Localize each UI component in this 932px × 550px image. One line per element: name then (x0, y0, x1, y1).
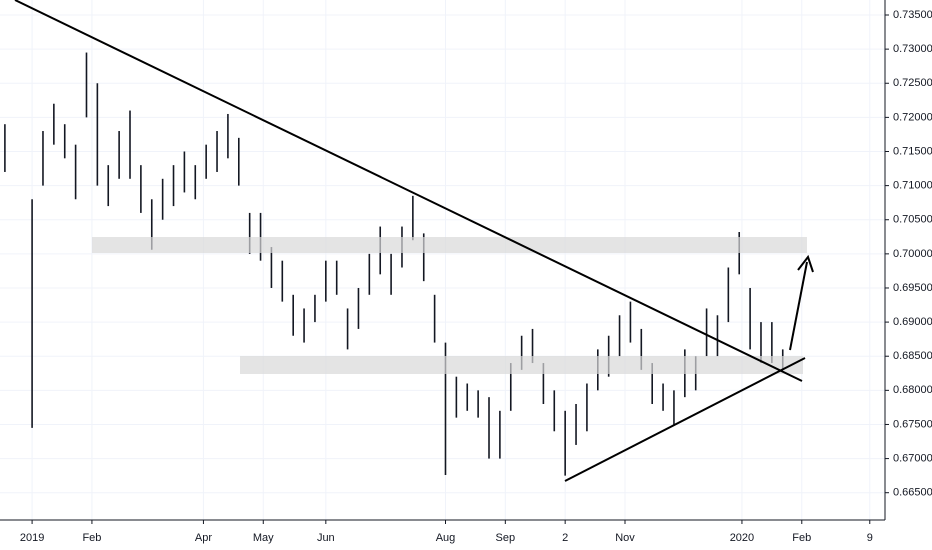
y-tick-label: 0.68000 (893, 384, 932, 396)
x-tick-label: Aug (436, 532, 456, 544)
x-tick-label: Feb (82, 532, 101, 544)
y-tick-label: 0.73500 (893, 9, 932, 21)
x-tick-label: 9 (867, 532, 873, 544)
y-tick-label: 0.72000 (893, 111, 932, 123)
x-tick-label: 2020 (730, 532, 754, 544)
y-tick-label: 0.71500 (893, 145, 932, 157)
x-tick-label: Apr (195, 532, 212, 544)
y-tick-label: 0.69500 (893, 282, 932, 294)
y-tick-label: 0.66500 (893, 487, 932, 499)
arrow-head (797, 254, 814, 273)
arrow (789, 261, 808, 351)
x-tick-label: Sep (496, 532, 516, 544)
x-tick-label: Jun (317, 532, 335, 544)
y-tick-label: 0.67500 (893, 418, 932, 430)
x-tick-label: Feb (792, 532, 811, 544)
drawings (14, 0, 814, 482)
resistance-zone (92, 237, 807, 253)
y-tick-label: 0.69000 (893, 316, 932, 328)
x-tick-label: May (253, 532, 274, 544)
x-tick-label: 2019 (20, 532, 44, 544)
y-tick-label: 0.67000 (893, 452, 932, 464)
trend-line (564, 357, 806, 482)
grid (0, 0, 885, 520)
y-tick-label: 0.73000 (893, 43, 932, 55)
trend-line (14, 0, 803, 382)
y-tick-label: 0.72500 (893, 77, 932, 89)
y-tick-label: 0.71000 (893, 180, 932, 192)
support-zone (240, 356, 803, 374)
y-tick-label: 0.70500 (893, 214, 932, 226)
y-tick-label: 0.68500 (893, 350, 932, 362)
y-tick-label: 0.70000 (893, 248, 932, 260)
x-tick-label: Nov (615, 532, 635, 544)
axes: 0.66500 0.67000 0.67500 0.68000 0.68500 0.690… (20, 9, 932, 544)
price-bars (4, 52, 784, 476)
x-tick-label: 2 (562, 532, 568, 544)
